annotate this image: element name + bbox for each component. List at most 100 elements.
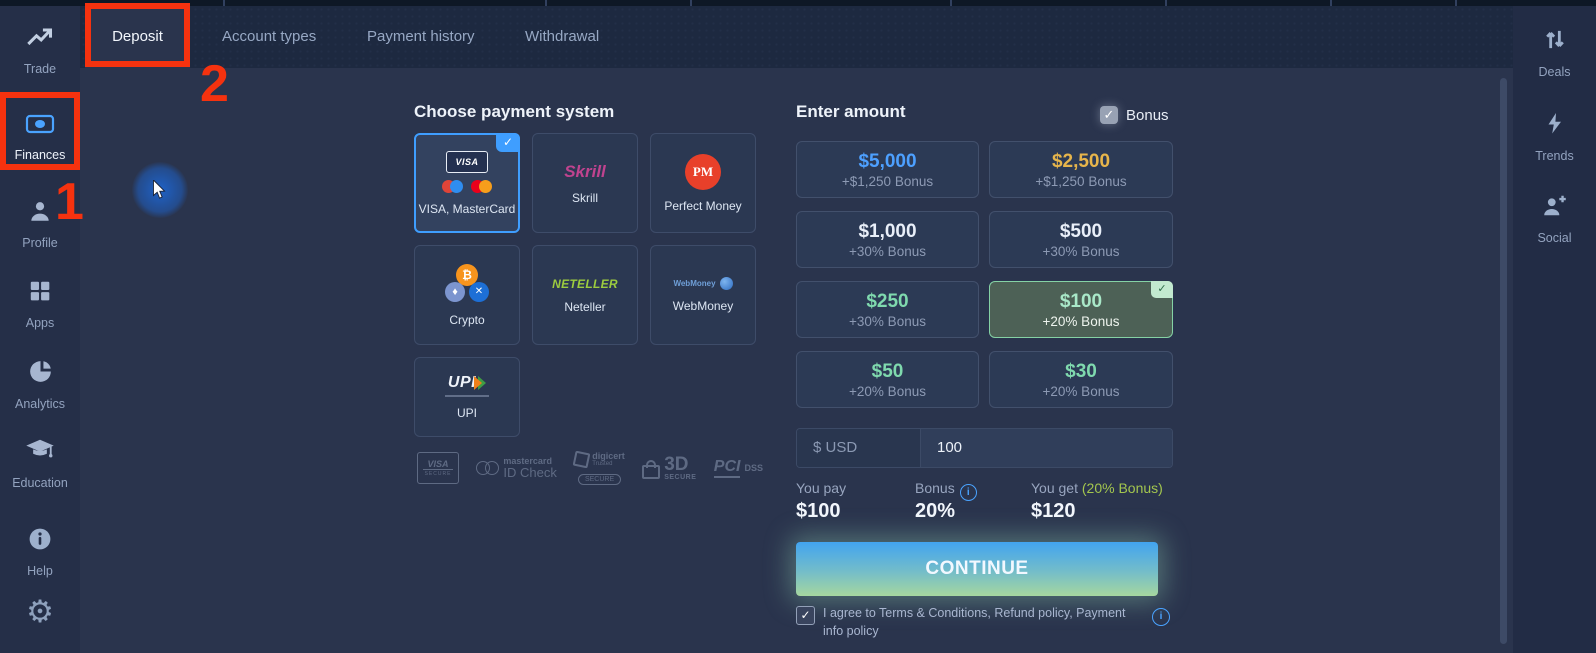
payment-method-label: UPI (456, 406, 477, 420)
payment-method-neteller[interactable]: NETELLER Neteller (532, 245, 638, 345)
pie-chart-icon (27, 358, 54, 390)
preset-bonus: +20% Bonus (849, 383, 926, 399)
you-pay-value: $100 (796, 500, 841, 522)
sidebar-item-label: Deals (1538, 65, 1571, 79)
digicert-badge: digicert Trusted SECURE (572, 450, 625, 485)
crypto-coins-icon: ₿ ♦ ✕ (443, 263, 491, 304)
card-brand-circles (442, 179, 492, 193)
preset-value: $5,000 (858, 150, 917, 172)
payment-method-skrill[interactable]: Skrill Skrill (532, 133, 638, 233)
sidebar-item-analytics[interactable]: Analytics (0, 358, 80, 411)
badge-text: SECURE (424, 471, 452, 478)
payment-method-upi[interactable]: UPI UPI (414, 357, 520, 437)
pci-dss-badge: PCI DSS (713, 458, 763, 479)
sidebar-item-label: Education (12, 476, 68, 490)
tab-payment-history[interactable]: Payment history (367, 28, 475, 45)
selected-check-icon: ✓ (496, 133, 520, 152)
amount-presets-grid: $5,000 +$1,250 Bonus $2,500 +$1,250 Bonu… (796, 141, 1173, 408)
badge-text: SECURE (664, 474, 697, 482)
sidebar-item-label: Social (1537, 231, 1572, 245)
mouse-cursor-icon (152, 178, 168, 205)
mastercard-id-check-badge: mastercard ID Check (476, 455, 557, 481)
preset-50-button[interactable]: $50 +20% Bonus (796, 351, 979, 408)
upi-logo: UPI (448, 374, 487, 392)
preset-1000-button[interactable]: $1,000 +30% Bonus (796, 211, 979, 268)
3d-secure-badge: 3D SECURE (642, 455, 696, 481)
sidebar-item-settings[interactable]: ⚙ (0, 596, 80, 627)
you-get-label-text: You get (1031, 480, 1078, 496)
sidebar-item-label: Trends (1535, 149, 1574, 163)
payment-method-visa-mastercard[interactable]: ✓ VISA VISA, MasterCard (414, 133, 520, 233)
preset-2500-button[interactable]: $2,500 +$1,250 Bonus (989, 141, 1173, 198)
payment-method-crypto[interactable]: ₿ ♦ ✕ Crypto (414, 245, 520, 345)
preset-bonus: +30% Bonus (1042, 243, 1120, 259)
content-scrollbar[interactable] (1500, 78, 1507, 644)
sidebar-item-finances[interactable]: Finances (0, 112, 80, 162)
sidebar-item-deals[interactable]: Deals (1513, 26, 1596, 79)
payment-method-webmoney[interactable]: WebMoney WebMoney (650, 245, 756, 345)
currency-selector[interactable]: $ USD (797, 429, 921, 467)
payment-method-perfect-money[interactable]: PM Perfect Money (650, 133, 756, 233)
sidebar-item-trends[interactable]: Trends (1513, 110, 1596, 163)
strip-tick (690, 0, 692, 6)
badge-text: ID Check (503, 465, 557, 481)
webmoney-logo-text: WebMoney (673, 279, 716, 288)
payment-methods-grid: ✓ VISA VISA, MasterCard Skrill Skrill PM… (414, 133, 756, 437)
webmoney-logo: WebMoney (673, 277, 733, 290)
perfect-money-logo: PM (685, 153, 721, 190)
payment-method-label: VISA, MasterCard (418, 201, 516, 216)
person-icon (27, 198, 53, 229)
sidebar-item-help[interactable]: Help (0, 526, 80, 578)
sidebar-item-label: Profile (22, 236, 58, 250)
skrill-logo: Skrill (564, 161, 606, 181)
visa-logo: VISA (446, 150, 488, 173)
tab-deposit[interactable]: Deposit (85, 6, 190, 68)
tab-withdrawal[interactable]: Withdrawal (525, 28, 600, 45)
sidebar-item-profile[interactable]: Profile (0, 198, 80, 250)
terms-checkbox[interactable]: ✓ (796, 606, 815, 625)
amount-input[interactable]: 100 (921, 429, 1172, 467)
preset-30-button[interactable]: $30 +20% Bonus (989, 351, 1173, 408)
right-sidebar: Deals Trends Social (1513, 6, 1596, 653)
payment-method-label: Crypto (449, 312, 485, 327)
upi-caption-bar (445, 395, 489, 397)
you-get-label: You get (20% Bonus) (1031, 480, 1163, 496)
preset-value: $2,500 (1051, 150, 1111, 172)
you-get-value: $120 (1031, 500, 1076, 522)
sidebar-item-label: Finances (14, 148, 66, 162)
bonus-info-icon[interactable]: i (959, 484, 977, 501)
sidebar-item-trade[interactable]: Trade (0, 24, 80, 76)
preset-500-button[interactable]: $500 +30% Bonus (989, 211, 1173, 268)
arrows-up-down-icon (1542, 26, 1568, 58)
badge-text: SECURE (577, 473, 622, 485)
visa-secure-badge: VISA SECURE (417, 452, 459, 485)
bonus-checkbox[interactable]: ✓ (1100, 106, 1118, 124)
terms-text[interactable]: I agree to Terms & Conditions, Refund po… (823, 606, 1126, 639)
preset-value: $1,000 (858, 220, 917, 242)
strip-tick (1455, 0, 1457, 6)
annotation-number-2: 2 (200, 55, 229, 113)
gear-icon: ⚙ (26, 594, 54, 629)
preset-value: $100 (1059, 290, 1103, 312)
bonus-summary-label: Bonus i (915, 480, 977, 501)
choose-payment-heading: Choose payment system (414, 102, 615, 121)
terms-info-icon[interactable]: i (1152, 604, 1170, 626)
tab-account-types[interactable]: Account types (222, 28, 317, 45)
preset-100-button[interactable]: ✓ $100 +20% Bonus (989, 281, 1173, 338)
sidebar-item-social[interactable]: Social (1513, 192, 1596, 245)
preset-value: $500 (1059, 220, 1103, 242)
bonus-checkbox-label[interactable]: Bonus (1126, 107, 1169, 124)
enter-amount-heading: Enter amount (796, 102, 906, 121)
continue-button[interactable]: CONTINUE (796, 542, 1158, 596)
sidebar-item-apps[interactable]: Apps (0, 278, 80, 330)
payment-method-label: WebMoney (672, 299, 734, 313)
grid-icon (27, 278, 53, 309)
badge-text: mastercard (503, 455, 552, 466)
badge-text: 3D (664, 454, 689, 476)
sidebar-item-education[interactable]: Education (0, 436, 80, 490)
payment-method-label: Skrill (572, 190, 598, 205)
preset-250-button[interactable]: $250 +30% Bonus (796, 281, 979, 338)
preset-5000-button[interactable]: $5,000 +$1,250 Bonus (796, 141, 979, 198)
finances-tabbar: Deposit Account types Payment history Wi… (80, 6, 1513, 68)
badge-text: DSS (744, 462, 763, 473)
